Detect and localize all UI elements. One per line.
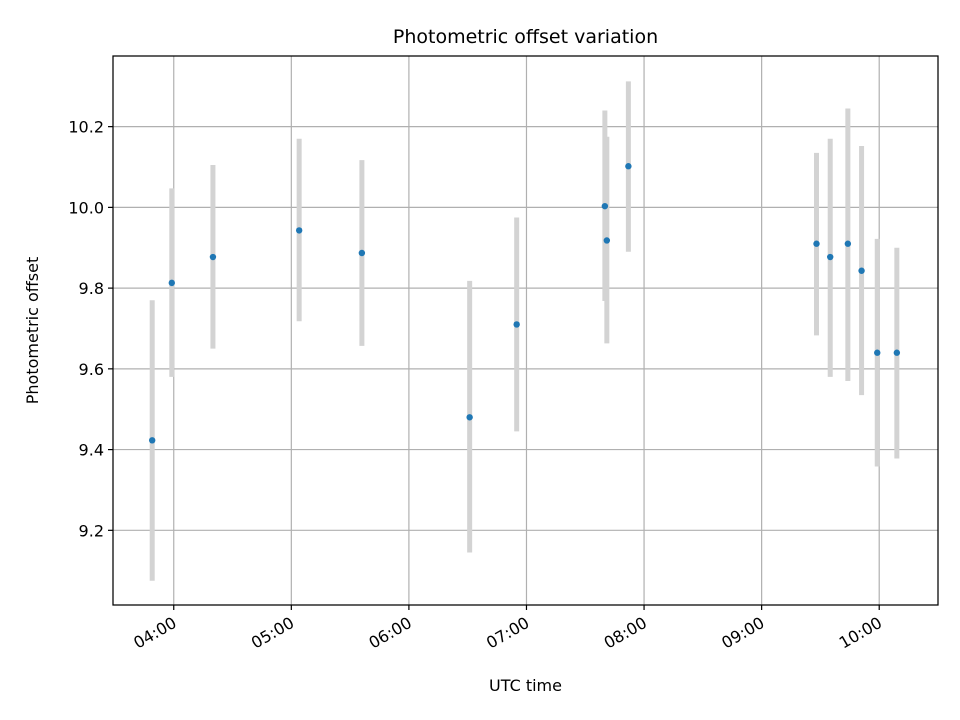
data-point bbox=[601, 202, 609, 210]
grid-lines bbox=[113, 56, 938, 605]
x-tick-label: 05:00 bbox=[248, 613, 297, 653]
data-point bbox=[513, 321, 520, 328]
data-point bbox=[874, 349, 881, 356]
data-point bbox=[209, 253, 217, 261]
data-point bbox=[466, 414, 473, 421]
y-axis-ticks: 9.2 9.4 9.6 9.8 10.0 10.2 bbox=[68, 118, 113, 540]
data-points bbox=[148, 163, 901, 444]
data-point bbox=[358, 249, 366, 257]
x-axis-ticks: 04:00 05:00 06:00 07:00 08:00 09:00 10:00 bbox=[130, 605, 885, 653]
y-tick-label: 9.6 bbox=[79, 360, 104, 379]
chart-title: Photometric offset variation bbox=[393, 26, 658, 48]
y-axis-label: Photometric offset bbox=[23, 257, 42, 405]
y-tick-label: 10.0 bbox=[68, 198, 104, 217]
x-tick-label: 04:00 bbox=[130, 613, 179, 653]
x-tick-label: 08:00 bbox=[601, 613, 650, 653]
x-tick-label: 10:00 bbox=[836, 613, 885, 653]
x-tick-label: 06:00 bbox=[365, 613, 414, 653]
x-tick-label: 09:00 bbox=[718, 613, 767, 653]
x-tick-label: 07:00 bbox=[483, 613, 532, 653]
data-point bbox=[168, 279, 175, 287]
data-point bbox=[893, 349, 901, 356]
data-point bbox=[844, 240, 852, 247]
y-tick-label: 9.8 bbox=[79, 279, 104, 298]
error-bars bbox=[149, 81, 900, 581]
y-tick-label: 9.4 bbox=[79, 441, 104, 460]
x-axis-label: UTC time bbox=[489, 676, 562, 695]
data-point bbox=[603, 237, 611, 244]
data-point bbox=[295, 227, 303, 234]
data-point bbox=[148, 437, 156, 444]
data-point bbox=[625, 163, 632, 170]
plot-area-frame bbox=[112, 55, 939, 606]
data-point bbox=[813, 240, 820, 247]
y-tick-label: 10.2 bbox=[68, 118, 104, 137]
data-point bbox=[858, 267, 865, 274]
data-point bbox=[827, 253, 834, 261]
y-tick-label: 9.2 bbox=[79, 521, 104, 540]
